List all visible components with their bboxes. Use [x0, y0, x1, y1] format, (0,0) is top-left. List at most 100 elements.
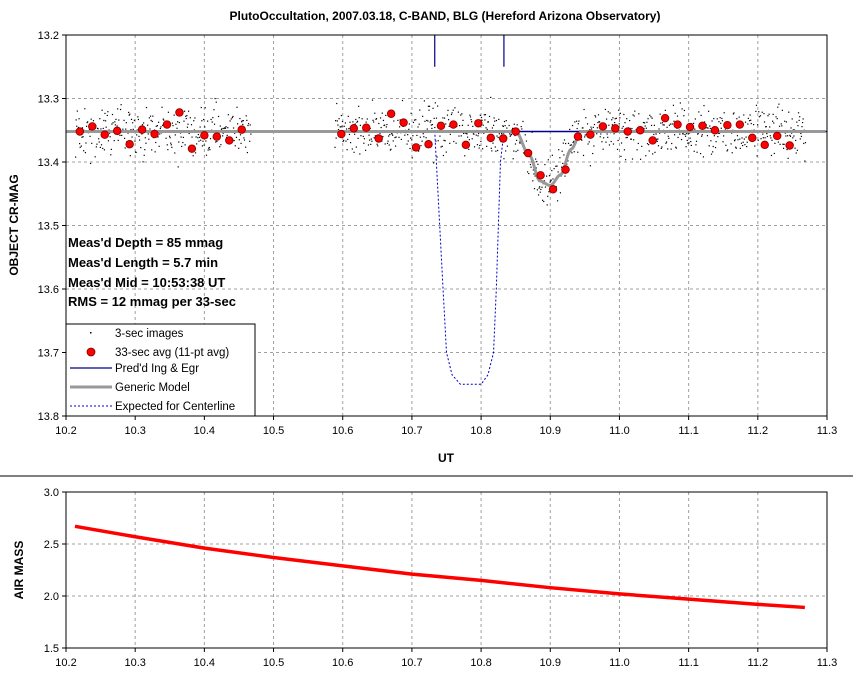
- data-point: [334, 146, 336, 148]
- data-point: [198, 140, 200, 142]
- data-point: [122, 128, 124, 130]
- average-marker: [785, 141, 794, 150]
- data-point: [744, 121, 747, 123]
- average-marker: [88, 122, 97, 131]
- data-point: [681, 108, 683, 110]
- data-point: [605, 141, 607, 143]
- data-point: [384, 143, 386, 145]
- data-point: [186, 114, 188, 117]
- data-point: [390, 148, 392, 150]
- data-point: [637, 142, 639, 145]
- data-point: [490, 147, 492, 149]
- data-point: [347, 138, 349, 141]
- data-point: [748, 120, 751, 122]
- data-point: [188, 132, 190, 135]
- data-point: [557, 171, 559, 173]
- data-point: [534, 175, 536, 177]
- data-point: [85, 142, 87, 144]
- data-point: [170, 142, 172, 144]
- data-point: [464, 132, 466, 134]
- data-point: [726, 150, 728, 152]
- data-point: [675, 146, 677, 148]
- data-point: [193, 129, 195, 131]
- data-point: [485, 127, 487, 129]
- data-point: [341, 120, 344, 123]
- data-point: [443, 117, 446, 119]
- data-point: [742, 141, 744, 143]
- data-point: [551, 154, 553, 156]
- data-point: [114, 124, 116, 126]
- data-point: [82, 136, 84, 138]
- data-point: [659, 132, 661, 134]
- data-point: [482, 124, 484, 126]
- average-marker: [735, 120, 745, 129]
- data-point: [593, 123, 596, 126]
- data-point: [445, 123, 447, 125]
- data-point: [435, 117, 438, 119]
- data-point: [504, 125, 506, 127]
- average-marker: [362, 123, 371, 132]
- data-point: [631, 127, 633, 130]
- data-point: [619, 112, 622, 114]
- data-point: [660, 147, 662, 149]
- data-point: [616, 148, 619, 151]
- data-point: [138, 135, 140, 137]
- data-point: [619, 117, 621, 119]
- data-point: [512, 158, 514, 160]
- data-point: [722, 141, 724, 143]
- data-point: [450, 113, 453, 116]
- data-point: [196, 143, 198, 145]
- data-point: [349, 142, 352, 144]
- data-point: [348, 128, 350, 130]
- x-tick-label: 10.9: [540, 425, 561, 437]
- data-point: [601, 141, 603, 143]
- data-point: [249, 140, 251, 142]
- data-point: [797, 125, 799, 127]
- data-point: [670, 148, 672, 150]
- data-point: [481, 119, 483, 121]
- data-point: [182, 136, 185, 139]
- data-point: [442, 154, 445, 157]
- series-generic-model: [65, 130, 826, 187]
- data-point: [550, 180, 552, 182]
- data-point: [250, 133, 252, 135]
- data-point: [214, 97, 216, 100]
- data-point: [690, 144, 692, 147]
- data-point: [757, 139, 759, 141]
- data-point: [602, 148, 604, 150]
- data-point: [180, 136, 182, 138]
- data-point: [149, 115, 152, 117]
- data-point: [462, 119, 464, 121]
- data-point: [99, 118, 101, 120]
- data-point: [703, 105, 705, 107]
- data-point: [366, 118, 368, 120]
- data-point: [112, 122, 114, 124]
- data-point: [168, 135, 171, 137]
- data-point: [605, 118, 608, 120]
- data-point: [668, 124, 671, 126]
- data-point: [83, 150, 85, 152]
- data-point: [130, 129, 132, 131]
- data-point: [382, 119, 385, 122]
- data-point: [398, 136, 400, 138]
- data-point: [378, 122, 380, 125]
- data-point: [137, 118, 140, 121]
- average-marker: [710, 126, 720, 135]
- data-point: [719, 117, 721, 119]
- data-point: [151, 149, 153, 151]
- data-point: [784, 132, 786, 134]
- data-point: [404, 134, 406, 136]
- data-point: [169, 137, 171, 139]
- data-point: [90, 118, 92, 120]
- data-point: [755, 110, 757, 112]
- data-point: [89, 162, 92, 165]
- data-point: [762, 133, 764, 135]
- data-point: [435, 140, 437, 142]
- average-marker: [636, 126, 645, 135]
- data-point: [648, 150, 650, 152]
- data-point: [359, 153, 361, 155]
- data-point: [406, 143, 408, 145]
- y-tick-label: 13.2: [38, 30, 59, 42]
- data-point: [683, 115, 685, 117]
- data-point: [165, 137, 167, 139]
